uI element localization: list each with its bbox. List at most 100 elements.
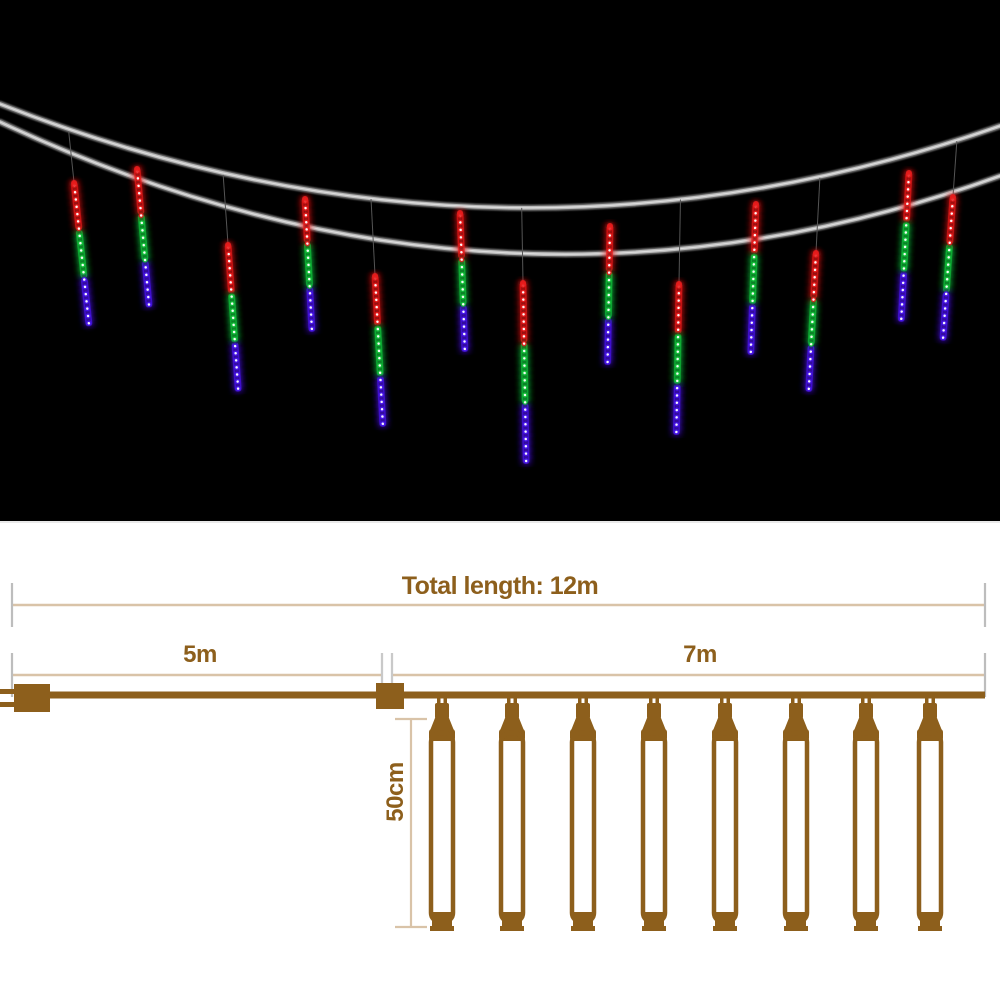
led-dot	[607, 308, 610, 312]
tube-foot	[571, 926, 595, 931]
led-dot	[83, 285, 87, 289]
led-dot	[675, 408, 679, 412]
tube-stem-left	[578, 693, 582, 705]
led-dot	[140, 221, 144, 225]
tube-stem-left	[649, 693, 653, 705]
tube-cap-upper	[505, 703, 519, 719]
led-dot	[608, 241, 611, 245]
tube-stem-left	[507, 693, 511, 705]
tube-stem-left	[925, 693, 929, 705]
led-dot	[676, 328, 680, 332]
led-dot	[232, 330, 236, 334]
led-dot	[235, 373, 239, 376]
led-dot	[310, 327, 314, 331]
tube-foot	[713, 926, 737, 931]
tube-top-cap	[71, 179, 78, 186]
led-dot	[227, 259, 231, 263]
tube-hanger-wire	[370, 199, 376, 276]
led-dot	[900, 310, 903, 313]
led-dot	[948, 234, 952, 237]
led-dot	[900, 317, 903, 321]
meteor-tube	[805, 177, 821, 392]
led-dot	[522, 313, 525, 316]
tube-top-cap	[302, 195, 309, 202]
led-dot	[463, 340, 466, 343]
tube-hanger-wire	[521, 207, 524, 283]
led-dot	[607, 301, 610, 304]
led-dot	[810, 335, 813, 339]
tube-base	[644, 912, 664, 928]
led-dot	[379, 386, 383, 389]
led-dot	[607, 323, 610, 327]
led-dot	[77, 227, 81, 230]
led-dot	[607, 271, 611, 274]
tube-cap-upper	[435, 703, 449, 719]
led-dot	[462, 310, 465, 313]
meteor-tube	[456, 209, 469, 352]
led-dot	[376, 320, 379, 323]
tube-base	[856, 912, 876, 928]
power-plug	[14, 684, 50, 712]
tube-cap-upper	[923, 703, 937, 719]
meteor-tube	[939, 141, 958, 341]
meteor-tube	[897, 169, 913, 322]
tube-stem-left	[437, 693, 441, 705]
led-dot	[461, 303, 465, 306]
drop-height-label: 50cm	[382, 762, 409, 822]
led-dot	[522, 327, 526, 331]
led-dot	[945, 278, 949, 281]
led-dot	[677, 313, 680, 317]
light-run-length-label: 7m	[683, 641, 717, 668]
drop-height-dimension	[395, 717, 427, 929]
tube-cap-upper	[718, 703, 732, 719]
led-dot	[522, 335, 526, 338]
led-dot	[378, 364, 381, 367]
led-dot	[753, 248, 756, 252]
led-dot	[949, 226, 952, 230]
tube-top-cap	[905, 169, 912, 176]
led-dot	[462, 317, 465, 321]
tube-8	[916, 693, 944, 931]
tube-6	[782, 693, 810, 931]
led-dot	[902, 274, 905, 277]
tube-foot	[918, 926, 942, 931]
tube-2	[498, 693, 526, 931]
led-dot	[379, 378, 382, 382]
led-dot	[229, 281, 232, 284]
tube-base	[432, 912, 452, 928]
led-dot	[308, 284, 311, 288]
led-dot	[522, 305, 525, 309]
led-dot	[376, 335, 380, 338]
meteor-tubes-group	[68, 131, 958, 464]
led-dot	[902, 267, 906, 270]
led-dot	[607, 316, 610, 319]
led-dot	[462, 325, 466, 328]
tube-7	[852, 693, 880, 931]
diagram-tubes-group	[428, 693, 944, 931]
led-dot	[139, 214, 143, 217]
led-dot	[904, 231, 908, 234]
led-dot	[750, 336, 753, 339]
tube-base	[920, 912, 940, 928]
led-dot	[377, 349, 381, 353]
led-dot	[906, 202, 909, 206]
junction-box	[376, 683, 404, 709]
led-dot	[676, 343, 680, 346]
led-dot	[143, 251, 146, 254]
led-dot	[907, 180, 910, 184]
led-dot	[943, 307, 947, 310]
led-dot	[904, 238, 907, 241]
led-dot	[86, 314, 90, 318]
total-length-dimension	[10, 583, 987, 627]
lead-length-label: 5m	[183, 641, 217, 668]
led-dot	[812, 298, 815, 301]
led-dot	[901, 288, 905, 292]
led-dot	[950, 212, 954, 215]
led-dot	[675, 423, 678, 426]
led-dot	[607, 293, 611, 297]
led-dot	[676, 365, 679, 368]
led-dot	[751, 299, 754, 303]
meteor-tube	[519, 207, 530, 464]
led-dot	[82, 271, 85, 274]
led-dot	[306, 249, 310, 252]
